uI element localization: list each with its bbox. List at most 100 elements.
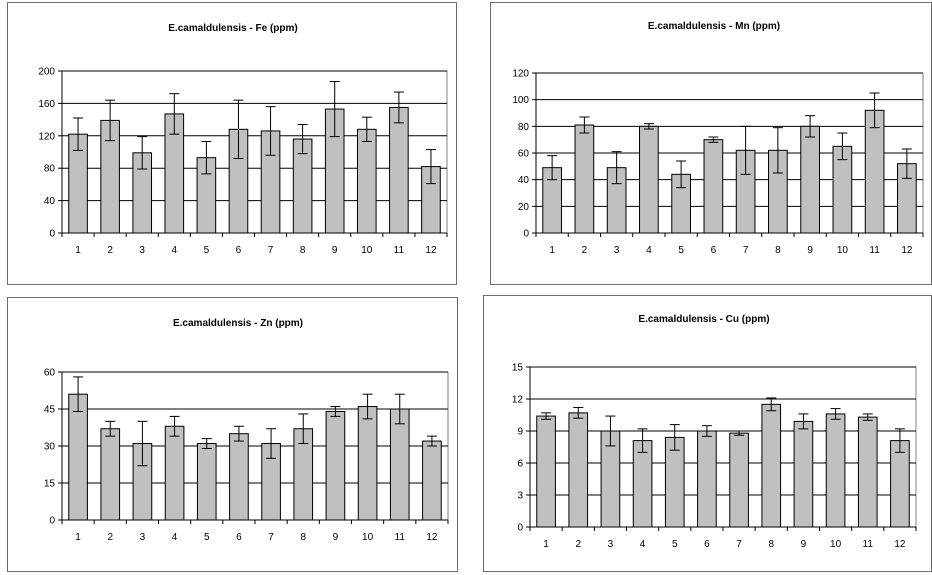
x-tick-label: 7 [736, 539, 742, 550]
x-tick-label: 4 [640, 539, 646, 550]
x-tick-label: 10 [837, 245, 849, 256]
y-tick-label: 60 [518, 149, 530, 160]
x-tick-label: 9 [807, 245, 813, 256]
x-tick-label: 11 [869, 245, 880, 256]
bar [325, 410, 346, 521]
x-tick-label: 8 [768, 539, 774, 550]
bar [574, 124, 595, 234]
y-tick-label: 0 [517, 523, 523, 534]
x-tick-label: 1 [543, 539, 549, 550]
x-tick-label: 4 [646, 245, 652, 256]
bar [703, 139, 724, 234]
y-tick-label: 0 [49, 516, 55, 527]
x-tick-label: 12 [425, 245, 437, 256]
y-tick-label: 20 [518, 202, 530, 213]
bar [864, 109, 885, 234]
x-tick-label: 8 [300, 532, 306, 543]
bar [761, 403, 782, 528]
bar [800, 125, 820, 234]
chart-panel-mn: E.camaldulensis - Mn (ppm) 0 20 40 60 80 100 1… [490, 2, 932, 285]
bar [639, 125, 659, 234]
chart-title: E.camaldulensis - Zn (ppm) [173, 318, 303, 329]
x-tick-label: 2 [575, 539, 581, 550]
y-tick-label: 45 [44, 405, 56, 416]
y-tick-label: 40 [44, 196, 56, 207]
y-tick-label: 120 [38, 131, 55, 142]
bar [664, 436, 685, 528]
y-tick-label: 3 [517, 491, 523, 502]
x-tick-label: 3 [139, 245, 145, 256]
x-tick-label: 9 [333, 532, 339, 543]
y-tick-label: 0 [523, 229, 529, 240]
bar [229, 433, 249, 521]
chart-panel-zn: E.camaldulensis - Zn (ppm) 0 15 30 45 60 1 2 3 4… [7, 297, 458, 572]
x-tick-label: 6 [711, 245, 717, 256]
x-tick-label: 8 [775, 245, 781, 256]
x-tick-label: 12 [894, 539, 906, 550]
bar [890, 440, 910, 528]
chart-mn: E.camaldulensis - Mn (ppm) 0 20 40 60 80 100 1… [512, 21, 924, 256]
bar [356, 128, 377, 234]
bar [536, 415, 556, 528]
y-tick-label: 9 [517, 427, 523, 438]
x-tick-label: 5 [672, 539, 678, 550]
x-tick-label: 11 [395, 532, 406, 543]
x-tick-label: 7 [743, 245, 749, 256]
bar [357, 406, 378, 521]
bar [857, 416, 878, 528]
bar [697, 430, 717, 528]
x-tick-label: 6 [704, 539, 710, 550]
y-tick-label: 30 [44, 442, 56, 453]
chart-panel-cu: E.camaldulensis - Cu (ppm) 0 3 6 9 12 15 1 2 3 4 5… [483, 295, 932, 572]
x-tick-label: 10 [362, 532, 374, 543]
y-tick-label: 0 [49, 229, 55, 240]
bar [389, 408, 410, 521]
x-tick-label: 3 [608, 539, 614, 550]
x-tick-label: 2 [107, 532, 113, 543]
bar [422, 440, 442, 521]
y-tick-label: 15 [44, 479, 56, 490]
y-tick-label: 80 [518, 122, 530, 133]
x-tick-label: 7 [268, 532, 274, 543]
x-tick-label: 7 [268, 245, 274, 256]
bar [68, 393, 88, 521]
chart-title: E.camaldulensis - Cu (ppm) [638, 314, 769, 325]
x-tick-label: 1 [75, 245, 81, 256]
y-tick-label: 12 [512, 395, 524, 406]
y-tick-label: 100 [512, 95, 529, 106]
x-tick-label: 12 [901, 245, 913, 256]
x-tick-label: 3 [614, 245, 620, 256]
chart-panel-fe: E.camaldulensis - Fe (ppm) 0 40 80 120 160 20… [7, 2, 457, 285]
x-tick-label: 5 [204, 245, 210, 256]
y-tick-label: 15 [512, 363, 524, 374]
x-tick-label: 5 [204, 532, 210, 543]
x-tick-label: 11 [394, 245, 405, 256]
y-tick-label: 120 [512, 69, 529, 80]
y-tick-label: 200 [38, 67, 55, 78]
bar [196, 443, 217, 521]
x-tick-label: 4 [172, 245, 178, 256]
bar [389, 106, 409, 234]
bar [100, 428, 121, 521]
chart-title: E.camaldulensis - Mn (ppm) [648, 21, 780, 32]
y-tick-label: 60 [44, 368, 56, 379]
bar [825, 413, 846, 528]
y-tick-label: 6 [517, 459, 523, 470]
bar [729, 432, 749, 528]
x-tick-label: 12 [426, 532, 438, 543]
x-tick-label: 1 [75, 532, 81, 543]
bar [793, 420, 814, 528]
x-tick-label: 10 [830, 539, 842, 550]
x-tick-label: 1 [549, 245, 555, 256]
x-tick-label: 4 [172, 532, 178, 543]
y-tick-label: 160 [38, 99, 55, 110]
x-tick-label: 2 [107, 245, 113, 256]
y-tick-label: 80 [44, 164, 56, 175]
y-tick-label: 40 [518, 175, 530, 186]
